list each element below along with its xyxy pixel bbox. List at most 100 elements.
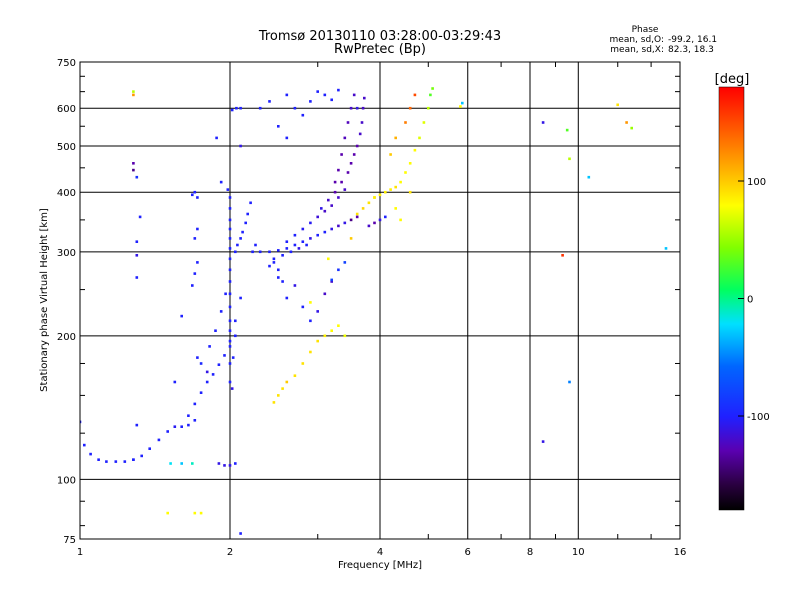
data-point xyxy=(305,243,308,247)
data-point xyxy=(89,452,92,456)
data-point xyxy=(625,121,628,124)
data-point xyxy=(217,363,221,366)
data-point xyxy=(378,218,382,222)
data-point xyxy=(327,257,330,261)
data-point xyxy=(219,180,223,184)
data-point xyxy=(169,462,172,465)
data-point xyxy=(330,329,333,332)
data-point xyxy=(384,190,387,194)
data-point xyxy=(358,132,362,136)
data-point xyxy=(340,153,343,156)
data-points xyxy=(80,87,668,535)
y-axis-label: Stationary phase Virtual Height [km] xyxy=(39,208,50,392)
data-point xyxy=(239,296,242,300)
data-point xyxy=(293,374,297,377)
data-point xyxy=(196,261,199,264)
data-point xyxy=(180,462,183,465)
data-point xyxy=(268,264,271,268)
data-point xyxy=(277,394,280,397)
data-point xyxy=(193,237,197,240)
x-tick-label: 4 xyxy=(377,547,383,558)
data-point xyxy=(323,292,327,296)
data-point xyxy=(293,284,297,287)
data-point xyxy=(394,185,397,189)
data-point xyxy=(272,261,276,264)
data-point xyxy=(309,350,312,354)
data-point xyxy=(330,278,333,282)
data-point xyxy=(239,532,242,535)
data-point xyxy=(228,218,232,222)
data-point xyxy=(616,103,619,107)
data-point xyxy=(166,511,169,515)
data-point xyxy=(228,319,232,323)
data-point xyxy=(191,284,194,287)
data-point xyxy=(199,391,203,394)
data-point xyxy=(384,215,387,219)
data-point xyxy=(235,106,238,110)
data-point xyxy=(413,148,417,152)
data-point xyxy=(352,93,356,97)
data-point xyxy=(316,339,319,343)
data-point xyxy=(301,227,305,231)
data-point xyxy=(337,168,340,172)
data-point xyxy=(277,268,280,272)
data-point xyxy=(215,136,218,140)
data-point xyxy=(378,193,382,197)
data-point xyxy=(281,254,284,257)
data-point xyxy=(373,196,376,199)
data-point xyxy=(180,314,183,318)
chart-subtitle: RwPretec (Bp) xyxy=(334,42,426,57)
data-point xyxy=(105,460,108,463)
data-point xyxy=(343,136,347,140)
y-tick-label: 500 xyxy=(57,142,76,153)
colorbar-tick-label: -100 xyxy=(747,412,770,423)
data-point xyxy=(330,227,333,231)
data-point xyxy=(234,462,237,465)
data-point xyxy=(293,243,297,247)
x-axis-label: Frequency [MHz] xyxy=(338,560,422,571)
data-point xyxy=(664,247,668,250)
axis-ticks: 1 2 4 6 8 10 16 75 100 200 300 400 500 600 750 xyxy=(57,58,686,558)
data-point xyxy=(568,380,571,384)
data-point xyxy=(355,106,359,110)
data-point xyxy=(135,276,139,279)
data-point xyxy=(293,233,297,237)
data-point xyxy=(173,425,177,428)
data-point xyxy=(196,196,199,199)
data-point xyxy=(389,153,392,156)
data-point xyxy=(309,237,312,240)
data-point xyxy=(228,339,232,343)
data-point xyxy=(422,121,426,124)
data-point xyxy=(214,329,217,332)
data-point xyxy=(228,268,232,272)
data-point xyxy=(404,171,407,174)
data-point xyxy=(239,144,242,148)
data-point xyxy=(343,261,347,264)
data-point xyxy=(320,207,323,210)
data-point xyxy=(346,171,350,174)
data-point xyxy=(80,420,82,424)
data-point xyxy=(228,207,232,210)
data-point xyxy=(333,180,337,184)
data-point xyxy=(277,125,280,128)
data-point xyxy=(228,237,232,240)
data-point xyxy=(367,224,371,228)
y-tick-label: 300 xyxy=(57,248,76,259)
data-point xyxy=(337,196,340,199)
data-point xyxy=(316,310,319,313)
data-point xyxy=(187,414,190,417)
data-point xyxy=(568,157,571,161)
stats-o-value: -99.2, 16.1 xyxy=(668,35,717,45)
data-point xyxy=(343,334,347,338)
data-point xyxy=(231,356,235,359)
data-point xyxy=(394,207,397,210)
stats-o-label: mean, sd,O: xyxy=(610,35,664,45)
data-point xyxy=(399,180,402,184)
data-point xyxy=(289,250,293,254)
data-point xyxy=(316,233,319,237)
data-point xyxy=(251,250,254,254)
stats-x-value: 82.3, 18.3 xyxy=(668,45,714,55)
data-point xyxy=(327,198,330,202)
data-point xyxy=(114,460,118,463)
